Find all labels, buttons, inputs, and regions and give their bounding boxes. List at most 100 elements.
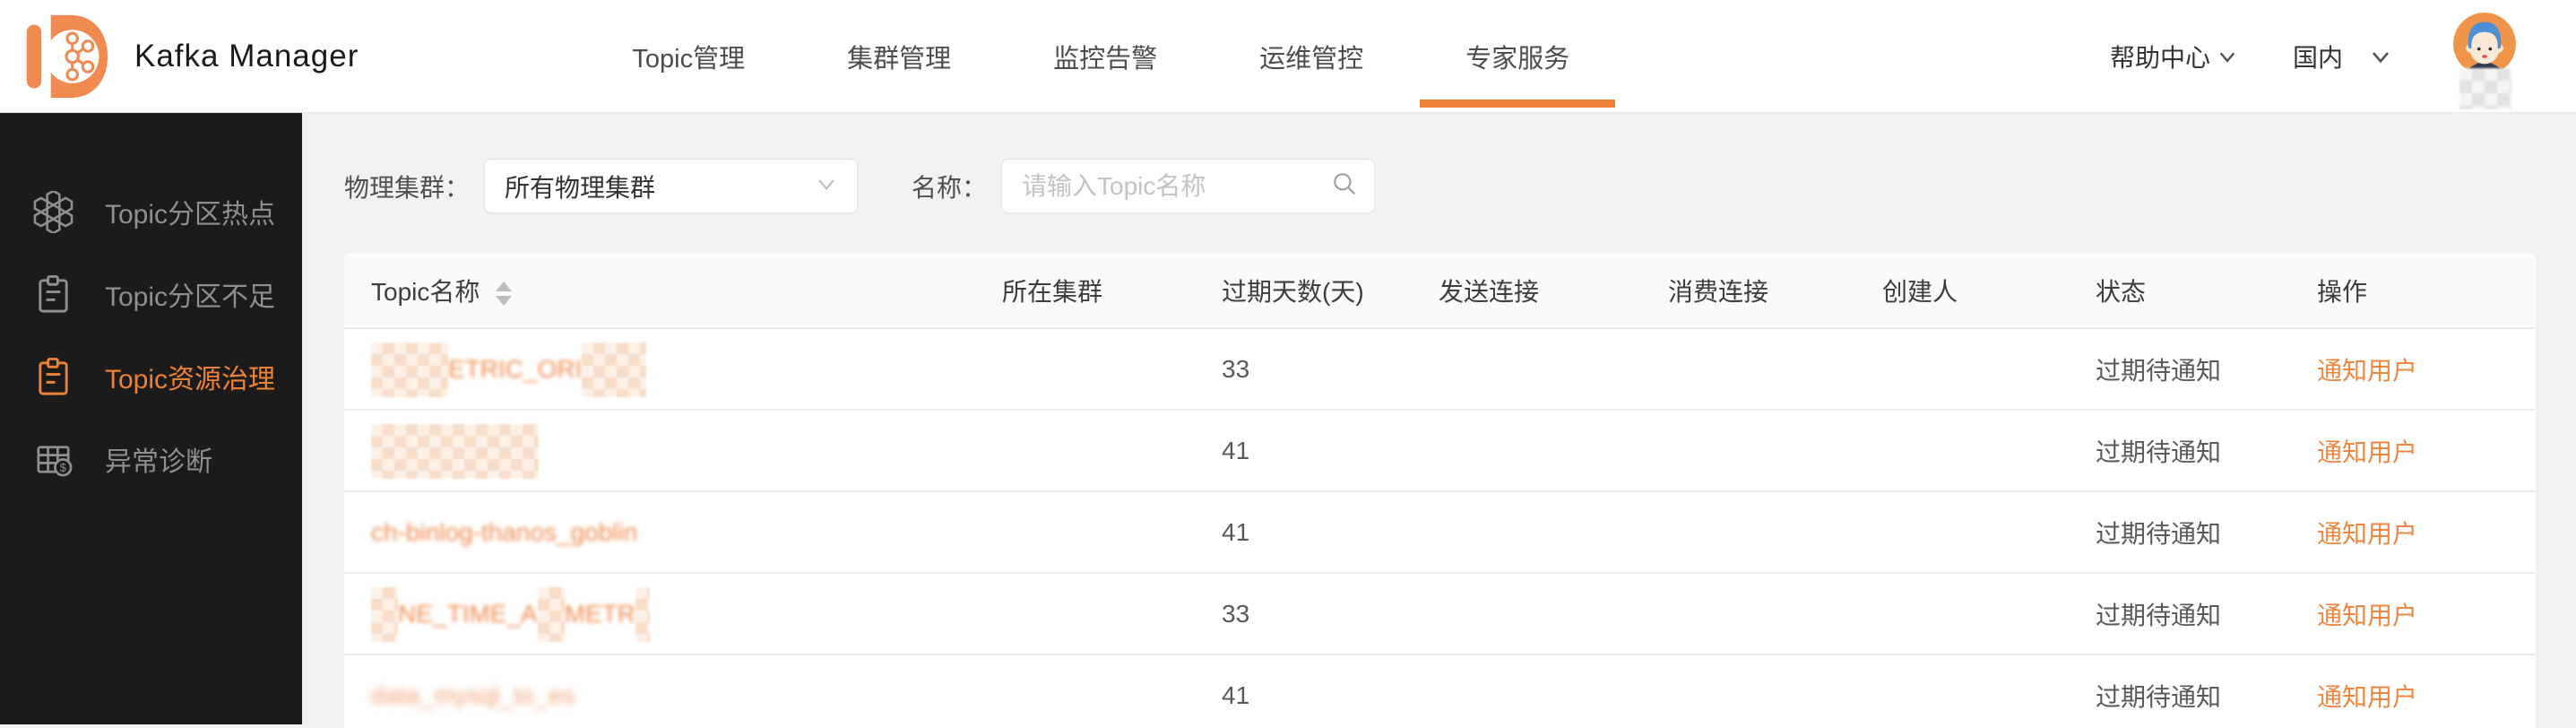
- notify-user-link[interactable]: 通知用户: [2317, 438, 2418, 466]
- consume-conn-cell: [1668, 327, 1882, 410]
- column-header-4: 发送连接: [1439, 253, 1668, 328]
- notify-user-link[interactable]: 通知用户: [2317, 601, 2418, 629]
- creator-cell: [1882, 654, 2096, 728]
- sidebar-item-label: Topic资源治理: [105, 365, 276, 394]
- censored-username: [2459, 67, 2511, 109]
- column-header-label: 过期天数(天): [1222, 277, 1364, 306]
- notify-user-link[interactable]: 通知用户: [2317, 683, 2418, 711]
- column-header-5: 消费连接: [1668, 253, 1882, 328]
- filter-bar: 物理集群： 所有物理集群 名称：: [344, 159, 2536, 213]
- creator-cell: [1882, 572, 2096, 654]
- nav-item-label: 专家服务: [1465, 44, 1570, 74]
- consume-conn-cell: [1668, 654, 1882, 728]
- user-avatar[interactable]: [2451, 0, 2519, 113]
- expire-days-cell: 33: [1222, 572, 1439, 654]
- cluster-cell: [1002, 572, 1222, 654]
- creator-cell: [1882, 409, 2096, 491]
- consume-conn-cell: [1668, 490, 1882, 573]
- nav-item-4[interactable]: 运维管控: [1208, 0, 1414, 113]
- cluster-cell: [1002, 327, 1222, 410]
- column-header-8: 操作: [2317, 253, 2536, 328]
- sidebar: Topic分区热点 Topic分区不足 Topic资源治理 $ 异常诊断: [0, 113, 302, 724]
- cluster-select-value: 所有物理集群: [505, 173, 656, 202]
- topic-name-fragment: ch-binlog-thanos_goblin: [371, 517, 638, 546]
- sidebar-item-label: Topic分区不足: [105, 282, 276, 312]
- send-conn-cell: [1439, 327, 1668, 410]
- svg-text:$: $: [60, 461, 66, 474]
- action-cell: 通知用户: [2317, 572, 2536, 654]
- topic-name-cell[interactable]: xxxxxxETRIC_ORIxxxxx: [344, 327, 1002, 410]
- sidebar-item-3[interactable]: Topic资源治理: [0, 335, 302, 418]
- topic-name-cell[interactable]: data_mysql_to_es: [344, 654, 1002, 728]
- chevron-down-icon: [816, 173, 837, 199]
- topic-name-fragment: data_mysql_to_es: [371, 681, 575, 709]
- censored-text-block: xx: [537, 586, 565, 642]
- table-header-row: Topic名称 所在集群 过期天数(天) 发送连接 消费连接 创建人 状态 操作: [344, 253, 2536, 328]
- column-header-label: 消费连接: [1668, 277, 1769, 306]
- table-row: xxxx_xxxx_xxx 41 过期待通知 通知用户: [344, 409, 2536, 491]
- cluster-cell: [1002, 490, 1222, 573]
- help-center-label: 帮助中心: [2109, 43, 2210, 72]
- table-row: data_mysql_to_es 41 过期待通知 通知用户: [344, 654, 2536, 728]
- kafka-manager-logo-icon: [23, 12, 109, 101]
- name-filter-label: 名称：: [912, 173, 988, 202]
- status-badge: 过期待通知: [2096, 356, 2222, 385]
- topic-name-cell[interactable]: xxNE_TIME_AxxMETRx: [344, 572, 1002, 654]
- censored-text-block: x: [635, 586, 650, 642]
- consume-conn-cell: [1668, 409, 1882, 491]
- topic-search-box: [1001, 159, 1376, 213]
- table-row: ch-binlog-thanos_goblin 41 过期待通知 通知用户: [344, 490, 2536, 573]
- primary-nav: Topic管理 集群管理 监控告警 运维管控 专家服务: [581, 0, 1621, 113]
- help-center-menu[interactable]: 帮助中心: [2110, 39, 2237, 74]
- topic-name-fragment: NE_TIME_A: [398, 599, 538, 628]
- notify-user-link[interactable]: 通知用户: [2317, 356, 2418, 385]
- chevron-down-icon: [2217, 47, 2237, 66]
- cluster-cell: [1002, 409, 1222, 491]
- sidebar-item-1[interactable]: Topic分区热点: [0, 170, 302, 253]
- topic-name-cell[interactable]: ch-binlog-thanos_goblin: [344, 490, 1002, 573]
- topic-name-cell[interactable]: xxxx_xxxx_xxx: [344, 409, 1002, 491]
- nav-item-label: 集群管理: [847, 44, 952, 74]
- topic-name-fragment: ETRIC_ORI: [448, 354, 583, 383]
- top-navbar: Kafka Manager Topic管理 集群管理 监控告警 运维管控 专家服务 帮助…: [0, 0, 2576, 113]
- sidebar-item-2[interactable]: Topic分区不足: [0, 253, 302, 335]
- clipboard-icon: [32, 356, 74, 398]
- grid-coin-icon: $: [32, 438, 74, 481]
- status-badge: 过期待通知: [2096, 601, 2222, 629]
- status-badge: 过期待通知: [2096, 519, 2222, 548]
- consume-conn-cell: [1668, 572, 1882, 654]
- region-label: 国内: [2292, 43, 2343, 72]
- region-selector[interactable]: 国内: [2293, 39, 2391, 74]
- column-header-6: 创建人: [1882, 253, 2096, 328]
- cluster-select[interactable]: 所有物理集群: [484, 159, 859, 213]
- cluster-filter-label: 物理集群：: [344, 173, 471, 202]
- expire-days-cell: 33: [1222, 327, 1439, 410]
- expire-days-cell: 41: [1222, 409, 1439, 491]
- status-cell: 过期待通知: [2096, 490, 2317, 573]
- sidebar-item-4[interactable]: $ 异常诊断: [0, 418, 302, 500]
- sidebar-item-label: 异常诊断: [105, 447, 212, 477]
- nav-item-1[interactable]: Topic管理: [581, 0, 796, 113]
- nav-item-label: 监控告警: [1053, 44, 1158, 74]
- expire-days-cell: 41: [1222, 654, 1439, 728]
- creator-cell: [1882, 490, 2096, 573]
- main-content: 物理集群： 所有物理集群 名称： Topic名称 所在集群 过期天数(天) 发送连接 消…: [302, 113, 2576, 728]
- column-header-1[interactable]: Topic名称: [344, 253, 1002, 328]
- cluster-cell: [1002, 654, 1222, 728]
- table-row: xxxxxxETRIC_ORIxxxxx 33 过期待通知 通知用户: [344, 327, 2536, 410]
- action-cell: 通知用户: [2317, 327, 2536, 410]
- nav-item-3[interactable]: 监控告警: [1002, 0, 1208, 113]
- app-title: Kafka Manager: [134, 38, 359, 74]
- nav-item-5[interactable]: 专家服务: [1414, 0, 1621, 113]
- topic-search-input[interactable]: [1022, 171, 1332, 201]
- sort-carets-icon[interactable]: [496, 281, 513, 306]
- column-header-2: 所在集群: [1002, 253, 1222, 328]
- nav-item-2[interactable]: 集群管理: [796, 0, 1002, 113]
- search-icon[interactable]: [1331, 170, 1358, 202]
- chevron-down-icon: [2370, 46, 2391, 67]
- send-conn-cell: [1439, 572, 1668, 654]
- notify-user-link[interactable]: 通知用户: [2317, 519, 2418, 548]
- status-cell: 过期待通知: [2096, 327, 2317, 410]
